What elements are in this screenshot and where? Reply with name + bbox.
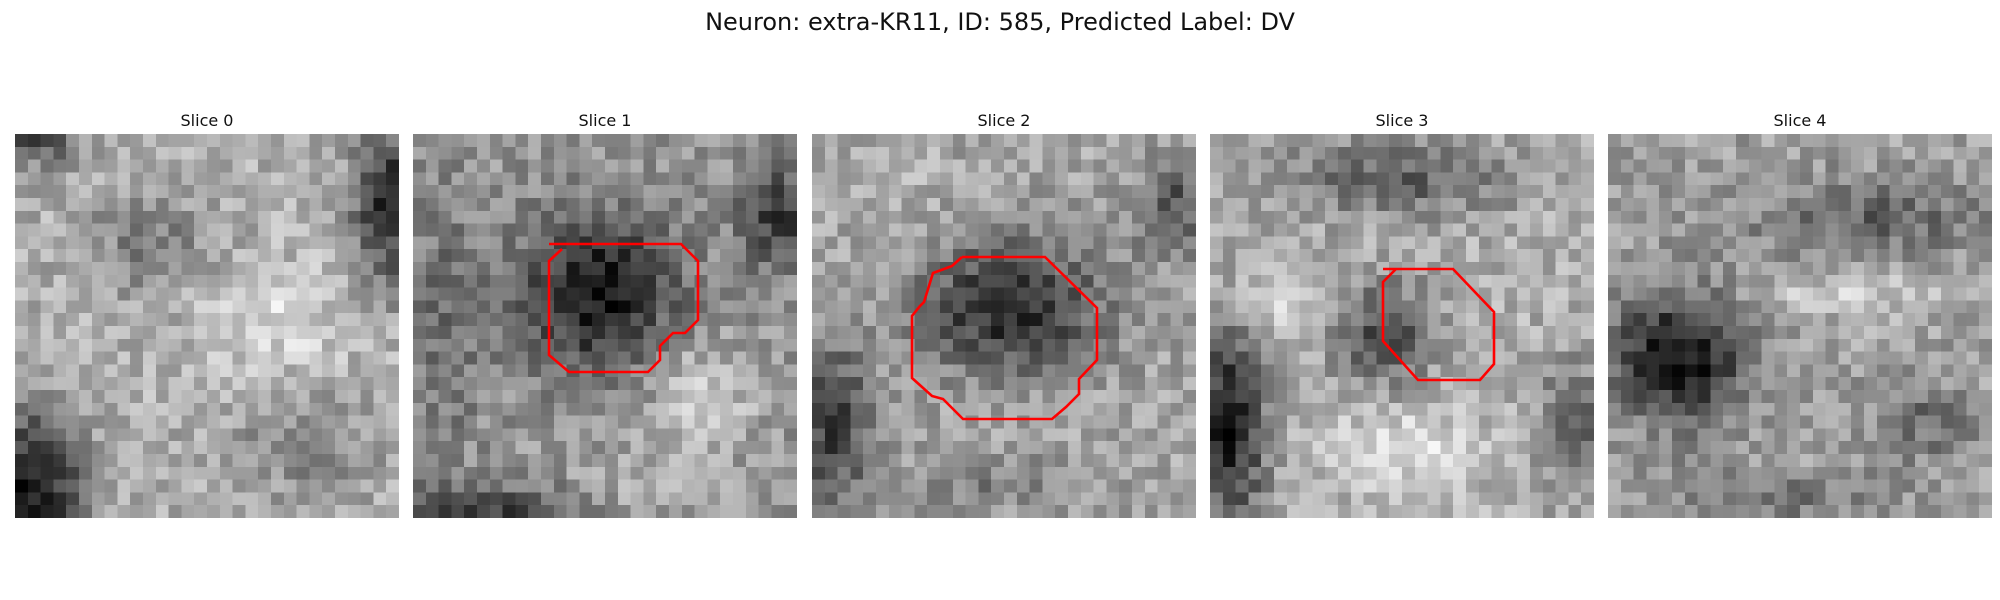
roi-contour <box>1381 267 1496 382</box>
slice-image <box>812 134 1196 518</box>
slice-panel-0: Slice 0 <box>15 108 399 518</box>
grayscale-patch <box>1210 134 1594 518</box>
slice-image <box>413 134 797 518</box>
slice-panel-4: Slice 4 <box>1608 108 1992 518</box>
roi-contour-line <box>547 242 700 374</box>
slice-panel-3: Slice 3 <box>1210 108 1594 518</box>
slice-panel-2: Slice 2 <box>812 108 1196 518</box>
grayscale-patch <box>413 134 797 518</box>
grayscale-patch <box>812 134 1196 518</box>
roi-contour <box>547 242 700 374</box>
slice-image <box>1608 134 1992 518</box>
slice-image <box>1210 134 1594 518</box>
grayscale-patch <box>1608 134 1992 518</box>
slice-image <box>15 134 399 518</box>
slice-title: Slice 1 <box>578 111 632 130</box>
slice-title: Slice 4 <box>1773 111 1827 130</box>
figure-title: Neuron: extra-KR11, ID: 585, Predicted L… <box>705 8 1295 36</box>
slice-panel-1: Slice 1 <box>413 108 797 518</box>
roi-contour-line <box>1381 267 1496 382</box>
slice-title: Slice 3 <box>1375 111 1429 130</box>
grayscale-patch <box>15 134 399 518</box>
slice-title: Slice 0 <box>180 111 234 130</box>
slice-title: Slice 2 <box>977 111 1031 130</box>
roi-contour <box>910 255 1099 421</box>
roi-contour-line <box>910 255 1099 421</box>
